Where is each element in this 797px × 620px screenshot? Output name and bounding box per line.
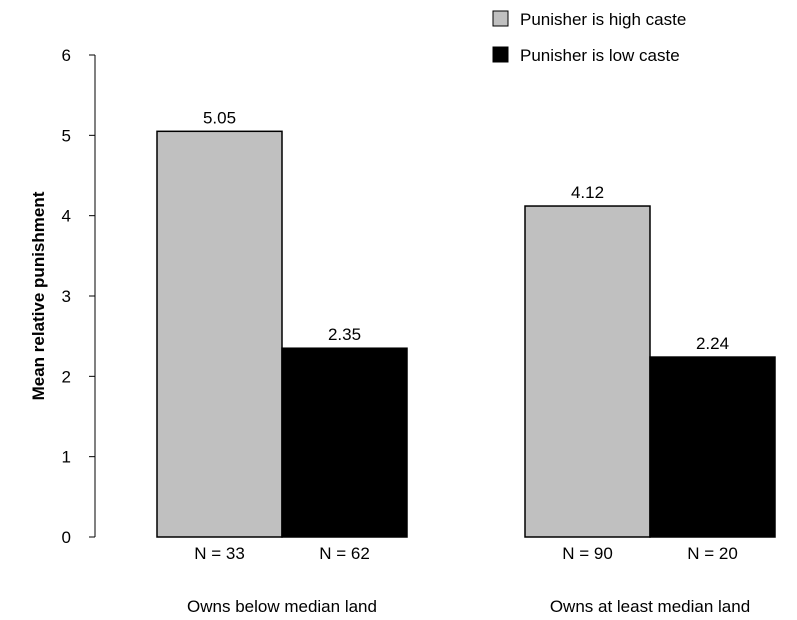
legend-swatch-low-caste xyxy=(492,46,509,63)
bar-value-label: 2.24 xyxy=(696,334,729,353)
n-label: N = 90 xyxy=(562,544,613,563)
y-tick-label: 6 xyxy=(62,46,71,65)
legend-label-low-caste: Punisher is low caste xyxy=(520,46,680,65)
bar xyxy=(281,347,408,538)
n-labels: N = 33 N = 62 N = 90 N = 20 xyxy=(194,544,738,563)
n-label: N = 20 xyxy=(687,544,738,563)
category-labels: Owns below median land Owns at least medi… xyxy=(187,597,750,616)
bar xyxy=(156,130,283,538)
category-label: Owns at least median land xyxy=(550,597,750,616)
y-tick-label: 2 xyxy=(62,367,71,386)
y-tick-label: 5 xyxy=(62,126,71,145)
y-axis-title: Mean relative punishment xyxy=(29,191,48,400)
legend: Punisher is high caste Punisher is low c… xyxy=(492,10,686,65)
legend-label-high-caste: Punisher is high caste xyxy=(520,10,686,29)
bars xyxy=(156,130,776,538)
y-tick-label: 4 xyxy=(62,207,71,226)
bar-value-label: 4.12 xyxy=(571,183,604,202)
y-tick-label: 3 xyxy=(62,287,71,306)
bar xyxy=(524,205,651,538)
legend-item-high-caste: Punisher is high caste xyxy=(492,10,686,29)
n-label: N = 33 xyxy=(194,544,245,563)
legend-item-low-caste: Punisher is low caste xyxy=(492,46,680,65)
bar-value-label: 5.05 xyxy=(203,108,236,127)
bar xyxy=(649,356,776,538)
y-axis-ticks: 0 1 2 3 4 5 6 xyxy=(62,46,95,547)
y-tick-label: 0 xyxy=(62,528,71,547)
bar-value-labels: 5.05 2.35 4.12 2.24 xyxy=(203,108,729,353)
n-label: N = 62 xyxy=(319,544,370,563)
bar-value-label: 2.35 xyxy=(328,325,361,344)
legend-swatch-high-caste xyxy=(492,10,509,27)
y-tick-label: 1 xyxy=(62,448,71,467)
category-label: Owns below median land xyxy=(187,597,377,616)
